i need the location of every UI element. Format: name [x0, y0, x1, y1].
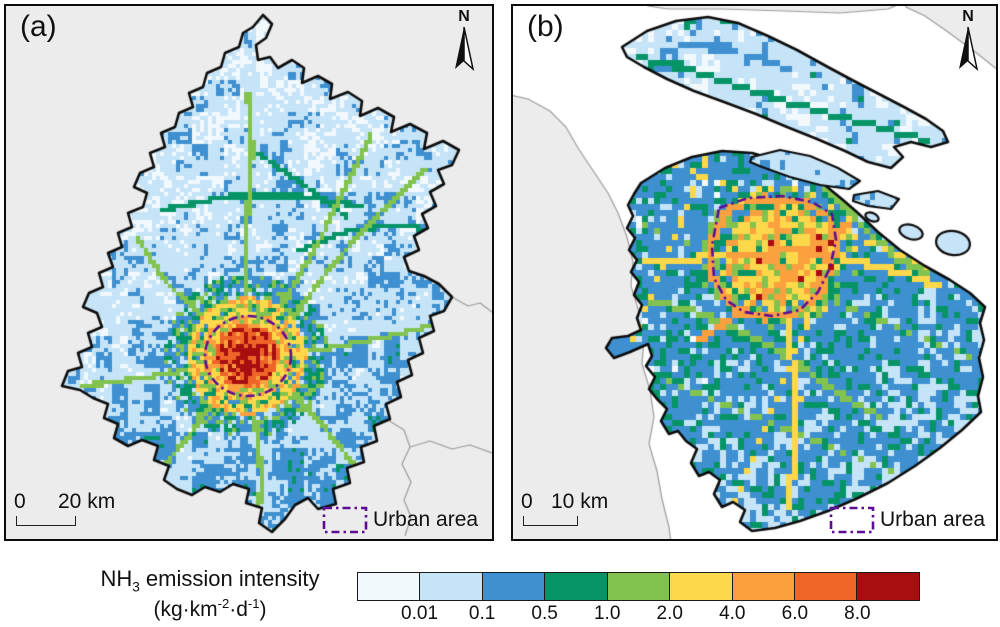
colorbar-title-line1: NH3 emission intensity: [100, 566, 320, 595]
colorbar-segment: [731, 572, 796, 601]
scalebar-distance-a: 20 km: [58, 490, 116, 513]
colorbar-tick-label: 1.0: [593, 603, 621, 624]
colorbar: [357, 572, 920, 601]
colorbar-tick-label: 6.0: [781, 603, 809, 624]
scalebar-zero-b: 0: [521, 490, 533, 513]
north-label-a: N: [458, 8, 470, 25]
colorbar-tick-label: 2.0: [656, 603, 683, 624]
colorbar-tick-label: 4.0: [719, 603, 746, 624]
colorbar-tick-label: 0.1: [468, 603, 496, 624]
urban-area-legend-b: Urban area: [828, 505, 985, 535]
colorbar-title: NH3 emission intensity (kg·km-2·d-1): [55, 566, 365, 622]
scalebar-bar-b: [523, 516, 578, 526]
north-arrow-b: N: [950, 9, 986, 75]
colorbar-tick-label: 8.0: [844, 603, 871, 624]
scalebar-b: 0 10 km: [513, 490, 653, 534]
colorbar-segment: [419, 572, 484, 601]
colorbar-segment: [606, 572, 671, 601]
north-arrow-a: N: [446, 9, 482, 75]
colorbar-tick-labels: 0.01 0.1 0.5 1.0 2.0 4.0 6.0 8.0: [357, 603, 920, 625]
map-panel-b: (b) N 0 10 km Urban area: [511, 4, 998, 541]
colorbar-title-units: (kg·km-2·d-1): [153, 595, 267, 621]
scalebar-bar-a: [16, 516, 76, 526]
shanghai-emission-map: [513, 6, 996, 539]
urban-area-swatch-a: [322, 506, 368, 534]
north-arrow-icon: [455, 26, 475, 72]
urban-area-legend-a: Urban area: [321, 505, 478, 535]
colorbar-segment: [481, 572, 546, 601]
colorbar-tick-label: 0.5: [531, 603, 558, 624]
colorbar-segment: [669, 572, 733, 601]
panel-label-a: (a): [20, 10, 57, 43]
urban-area-swatch-b: [829, 506, 875, 534]
colorbar-segment: [856, 572, 920, 601]
urban-area-label-b: Urban area: [880, 508, 986, 531]
scalebar-distance-b: 10 km: [551, 490, 609, 513]
colorbar-segment: [544, 572, 608, 601]
urban-area-label-a: Urban area: [373, 508, 479, 531]
north-arrow-icon: [959, 26, 979, 72]
colorbar-tick-label: 0.01: [401, 603, 439, 624]
scalebar-zero-a: 0: [14, 490, 26, 513]
map-panel-a: (a) N 0 20 km Urban area: [4, 4, 494, 541]
scalebar-a: 0 20 km: [6, 490, 146, 534]
colorbar-segment: [357, 572, 421, 601]
panel-label-b: (b): [527, 10, 564, 43]
colorbar-segment: [793, 572, 858, 601]
beijing-emission-map: [6, 6, 492, 539]
north-label-b: N: [962, 8, 974, 25]
